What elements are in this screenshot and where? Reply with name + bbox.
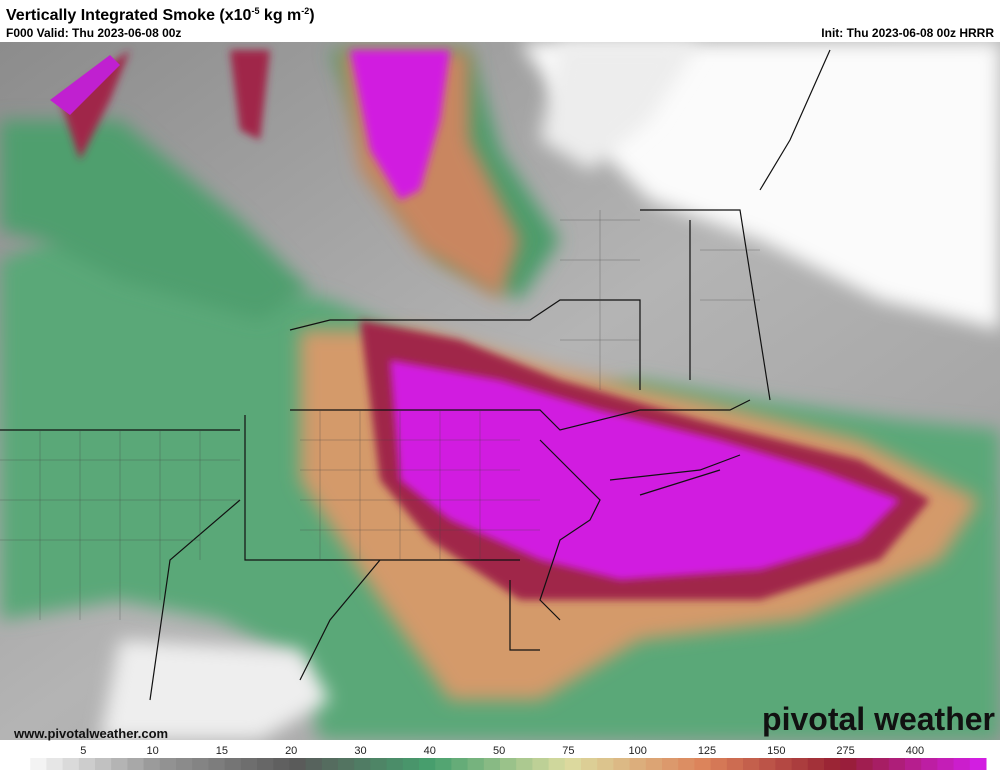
clear-area [100, 640, 330, 740]
colorbar-swatch [937, 758, 955, 770]
colorbar-swatch [726, 758, 744, 770]
valid-time: F000 Valid: Thu 2023-06-08 00z [6, 26, 181, 40]
colorbar-swatch [516, 758, 533, 770]
colorbar-swatch [257, 758, 274, 770]
smoke-magenta [350, 50, 450, 200]
county-lines [0, 210, 760, 620]
website: www.pivotalweather.com [13, 726, 168, 741]
colorbar-label: 40 [424, 745, 436, 757]
init-time: Init: Thu 2023-06-08 00z HRRR [821, 26, 994, 40]
title-exponent: -2 [301, 6, 309, 16]
colorbar-label: 400 [906, 745, 924, 757]
colorbar-swatch [435, 758, 452, 770]
colorbar-swatch [645, 758, 663, 770]
colorbar-swatch [662, 758, 679, 770]
smoke-green [0, 120, 310, 320]
title-exponent: -5 [251, 6, 259, 16]
colorbar-swatch [807, 758, 825, 770]
colorbar-swatch [743, 758, 760, 770]
title: Vertically Integrated Smoke (x10-5 kg m-… [6, 6, 315, 24]
colorbar-swatch [840, 758, 857, 770]
colorbar-swatch [581, 758, 598, 770]
colorbar-swatch [338, 758, 355, 770]
colorbar-swatch [905, 758, 922, 770]
colorbar-label: 10 [146, 745, 158, 757]
colorbar-swatch [176, 758, 193, 770]
colorbar-label: 15 [216, 745, 228, 757]
colorbar-label: 30 [354, 745, 366, 757]
smoke-red [60, 50, 270, 160]
colorbar-swatch [419, 758, 436, 770]
colorbar-label: 100 [629, 745, 647, 757]
colorbar-swatch [888, 758, 906, 770]
colorbar-swatch [289, 758, 307, 770]
colorbar-swatch [62, 758, 80, 770]
title-close: ) [309, 7, 314, 24]
colorbar-label: 75 [562, 745, 574, 757]
colorbar-swatch [791, 758, 809, 770]
colorbar-swatch [111, 758, 128, 770]
colorbar-swatch [78, 758, 96, 770]
map [0, 42, 1000, 740]
colorbar-swatch [500, 758, 517, 770]
colorbar-swatch [240, 758, 258, 770]
colorbar-swatch [46, 758, 64, 770]
title-text: Vertically Integrated Smoke (x10 [6, 7, 252, 24]
colorbar-label: 125 [698, 745, 716, 757]
colorbar-swatch [451, 758, 469, 770]
colorbar-swatch [321, 758, 339, 770]
colorbar-swatch [856, 758, 874, 770]
colorbar-swatch [402, 758, 420, 770]
colorbar-swatch [694, 758, 712, 770]
colorbar-swatch [483, 758, 501, 770]
colorbar-swatch [872, 758, 890, 770]
colorbar-swatch [953, 758, 971, 770]
colorbar-swatch [386, 758, 404, 770]
colorbar-swatch [629, 758, 647, 770]
colorbar-label: 275 [836, 745, 854, 757]
colorbar-swatch [548, 758, 566, 770]
colorbar-swatch [613, 758, 631, 770]
colorbar-label: 20 [285, 745, 297, 757]
colorbar-swatch [678, 758, 695, 770]
colorbar-swatch [159, 758, 177, 770]
colorbar: 5 10 15 20 30 40 50 75 100 125 150 275 400 [14, 745, 987, 770]
colorbar-swatch [969, 758, 987, 770]
title-unit: kg m [259, 7, 301, 24]
colorbar-swatch [273, 758, 290, 770]
colorbar-swatch [597, 758, 614, 770]
colorbar-label: 150 [767, 745, 785, 757]
colorbar-swatch [14, 758, 31, 770]
colorbar-swatch [467, 758, 485, 770]
colorbar-swatch [710, 758, 728, 770]
colorbar-swatch [532, 758, 550, 770]
colorbar-swatch [824, 758, 841, 770]
colorbar-swatch [921, 758, 938, 770]
colorbar-label: 5 [80, 745, 86, 757]
colorbar-swatch [224, 758, 242, 770]
colorbar-swatch [354, 758, 371, 770]
colorbar-swatch [208, 758, 226, 770]
colorbar-swatch [775, 758, 793, 770]
colorbar-swatch [564, 758, 582, 770]
colorbar-swatch [759, 758, 776, 770]
logo: pivotal weather [762, 701, 995, 737]
smoke-magenta [50, 55, 120, 115]
colorbar-swatch [143, 758, 161, 770]
smoke-magenta [390, 360, 900, 580]
colorbar-swatch [370, 758, 388, 770]
colorbar-swatch [305, 758, 323, 770]
colorbar-swatch [127, 758, 145, 770]
colorbar-swatch [95, 758, 112, 770]
clear-area [540, 42, 700, 170]
colorbar-label: 50 [493, 745, 505, 757]
colorbar-swatch [192, 758, 209, 770]
colorbar-swatch [30, 758, 47, 770]
